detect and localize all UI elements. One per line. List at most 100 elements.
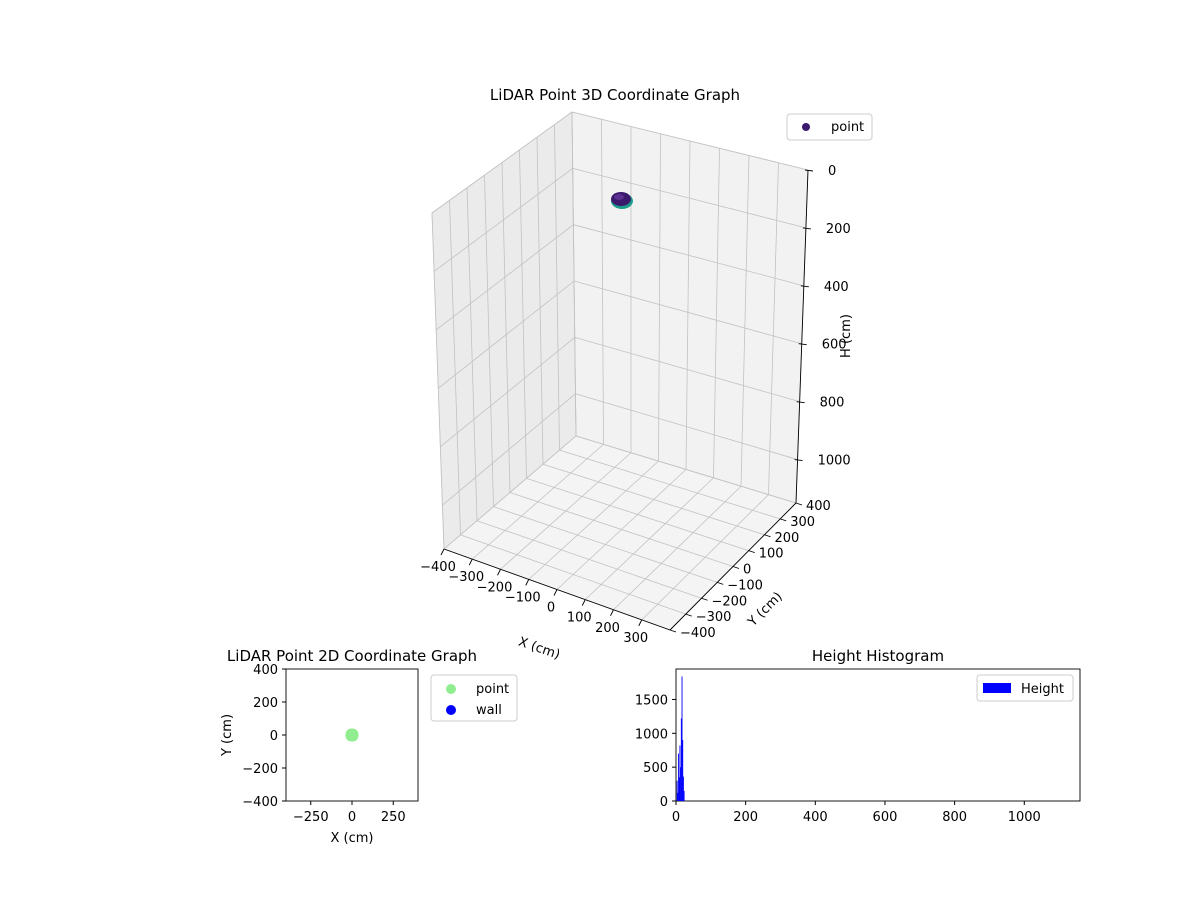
y-tick-mark bbox=[764, 534, 771, 538]
chart-2d-ylabel: Y (cm) bbox=[220, 714, 235, 757]
chart-3d: LiDAR Point 3D Coordinate Graph −400−300… bbox=[420, 86, 873, 663]
x-tick-label: 0 bbox=[348, 810, 356, 825]
legend-histogram-label: Height bbox=[1021, 682, 1064, 697]
grid-z-back bbox=[574, 337, 800, 403]
legend-histogram: Height bbox=[976, 674, 1074, 702]
grid-y-floor bbox=[493, 506, 718, 583]
y-tick-label: −200 bbox=[712, 594, 748, 609]
grid-y-left bbox=[501, 162, 511, 493]
histogram-bar bbox=[677, 792, 679, 801]
cluster-highlight bbox=[614, 194, 624, 200]
grid-x-back bbox=[768, 162, 779, 495]
grid-y-left bbox=[554, 124, 560, 451]
z-tick-mark bbox=[798, 343, 807, 346]
y-tick-label: 1500 bbox=[635, 693, 668, 708]
y-tick-label: 0 bbox=[660, 795, 668, 810]
y-tick-label: −100 bbox=[727, 578, 763, 593]
legend-histogram-swatch bbox=[983, 683, 1011, 693]
z-tick-label: 200 bbox=[826, 222, 851, 237]
grid-y-floor bbox=[460, 534, 686, 615]
chart-2d-xlabel: X (cm) bbox=[331, 831, 374, 846]
grid-x-back bbox=[658, 133, 661, 462]
x-tick-label: 200 bbox=[733, 810, 758, 825]
x-tick-mark bbox=[581, 599, 586, 606]
grid-z-left bbox=[438, 280, 575, 389]
grid-y-left bbox=[466, 187, 478, 521]
histogram-ticks: 0 200 400 600 800 1000 0 500 1000 1500 bbox=[635, 693, 1041, 825]
y-tick-label: 100 bbox=[759, 547, 784, 562]
y-tick-label: 1000 bbox=[635, 727, 668, 742]
histogram-bar bbox=[683, 790, 685, 801]
y-tick-label: −300 bbox=[696, 610, 732, 625]
x-axis-label: X (cm) bbox=[516, 635, 562, 663]
legend-3d-marker bbox=[802, 123, 810, 131]
x-tick-label: 100 bbox=[567, 611, 592, 626]
z-tick-mark bbox=[802, 227, 811, 230]
chart-histogram: Height Histogram 0 200 400 600 800 1000 0 500 10… bbox=[635, 647, 1081, 825]
x-tick-label: 250 bbox=[381, 810, 406, 825]
grid-z-back bbox=[573, 280, 802, 345]
z-tick-label: 800 bbox=[820, 396, 845, 411]
grid-z-left bbox=[442, 393, 576, 506]
histogram-bar bbox=[681, 676, 683, 801]
histogram-bar bbox=[678, 777, 680, 801]
grid-x-back bbox=[601, 119, 604, 445]
histogram-bar bbox=[680, 718, 682, 801]
y-tick-label: 400 bbox=[806, 499, 831, 514]
histogram-bar bbox=[682, 740, 684, 801]
x-tick-label: −250 bbox=[293, 810, 329, 825]
x-tick-label: 0 bbox=[547, 601, 555, 616]
grid-x-back bbox=[740, 155, 750, 487]
x-tick-label: −300 bbox=[448, 570, 484, 585]
y-tick-label: 400 bbox=[253, 663, 278, 678]
y-tick-label: 0 bbox=[743, 563, 751, 578]
z-axis-line bbox=[795, 169, 809, 504]
x-tick-mark bbox=[525, 579, 530, 586]
grid-y-left bbox=[571, 111, 577, 437]
grid-z-left bbox=[433, 168, 573, 272]
chart-3d-title: LiDAR Point 3D Coordinate Graph bbox=[490, 86, 740, 104]
y-tick-label: 0 bbox=[270, 729, 278, 744]
y-tick-label: −400 bbox=[680, 626, 716, 641]
chart-2d: LiDAR Point 2D Coordinate Graph −250 0 250… bbox=[220, 647, 518, 846]
grid-y-floor bbox=[542, 463, 765, 536]
histogram-bar bbox=[676, 780, 678, 801]
y-tick-label: 200 bbox=[775, 531, 800, 546]
grid-y-left bbox=[449, 200, 461, 535]
grid-x-back bbox=[713, 148, 720, 478]
y-tick-mark bbox=[685, 613, 692, 617]
legend-2d-wall-marker bbox=[446, 705, 456, 715]
y-tick-label: −400 bbox=[242, 795, 278, 810]
x-tick-label: 200 bbox=[595, 621, 620, 636]
x-tick-mark bbox=[468, 558, 473, 566]
y-tick-label: 200 bbox=[253, 696, 278, 711]
legend-2d-wall-label: wall bbox=[476, 703, 502, 718]
grid-z-back bbox=[575, 393, 798, 460]
grid-y-floor bbox=[575, 435, 797, 504]
x-tick-label: −100 bbox=[505, 590, 541, 605]
z-tick-label: 600 bbox=[822, 338, 847, 353]
x-tick-label: 600 bbox=[873, 810, 898, 825]
z-axis-label: H (cm) bbox=[839, 314, 854, 358]
x-tick-label: 800 bbox=[942, 810, 967, 825]
histogram-title: Height Histogram bbox=[812, 647, 944, 665]
y-tick-mark bbox=[717, 581, 724, 585]
grid-y-floor bbox=[509, 492, 734, 567]
grid-y-floor bbox=[476, 520, 702, 599]
points-2d bbox=[345, 728, 359, 742]
legend-3d: point bbox=[786, 113, 873, 141]
histogram-bar bbox=[680, 767, 682, 801]
z-tick-mark bbox=[796, 401, 805, 404]
histogram-bars bbox=[676, 676, 685, 801]
grid-z-left bbox=[440, 337, 576, 448]
x-tick-mark bbox=[553, 589, 558, 596]
grid-z-back bbox=[572, 167, 807, 229]
z-tick-label: 1000 bbox=[818, 454, 851, 469]
x-tick-label: 400 bbox=[803, 810, 828, 825]
y-tick-mark bbox=[701, 597, 708, 601]
histogram-bar bbox=[682, 776, 684, 801]
grid-y-left bbox=[484, 175, 494, 507]
histogram-bar bbox=[678, 753, 679, 801]
